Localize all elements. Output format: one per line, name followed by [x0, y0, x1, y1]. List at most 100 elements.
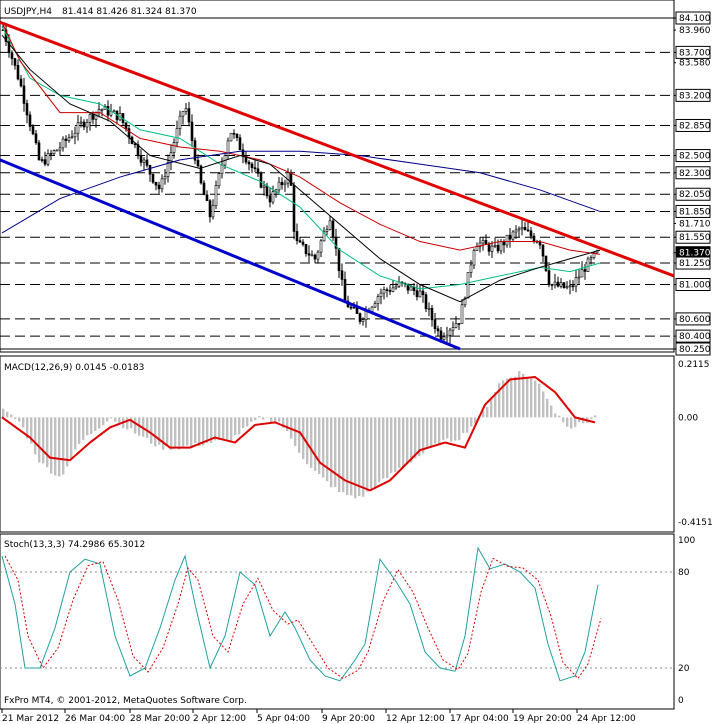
macd-hist-bar [94, 417, 97, 431]
trend-lines [0, 20, 675, 351]
candle-body [418, 290, 422, 298]
candle-body [238, 137, 242, 151]
support-trendline[interactable] [0, 158, 461, 351]
macd-hist-bar [242, 417, 245, 429]
candle-body [508, 234, 512, 240]
candle-body [133, 143, 137, 146]
macd-hist-bar [198, 417, 201, 447]
macd-hist-bar [78, 417, 81, 445]
macd-hist-bar [250, 417, 253, 422]
price-axis-label-9: 81.850 [679, 207, 711, 217]
candle-body [565, 286, 569, 289]
candle-body [562, 282, 566, 289]
macd-hist-bar [514, 376, 517, 418]
candle-body [358, 313, 362, 322]
macd-hist-bar [494, 391, 497, 418]
macd-hist-bar [510, 377, 513, 418]
macd-hist-bar [442, 417, 445, 441]
macd-signal-polyline [1, 375, 596, 492]
candle-body [556, 281, 560, 287]
macd-hist-bar [202, 417, 205, 446]
macd-hist-bar [342, 417, 345, 493]
candle-body [547, 270, 551, 285]
candle-body [28, 114, 32, 127]
price-axis-label-7: 82.300 [679, 169, 711, 179]
candle-body [250, 163, 254, 168]
candle-body [301, 241, 305, 245]
candle-body [262, 185, 266, 188]
candle-body [490, 245, 494, 252]
macd-hist-bar [534, 380, 537, 418]
candle-body [232, 132, 236, 135]
candle-body [529, 230, 533, 237]
stoch-axis-label-3: 0 [678, 696, 684, 706]
macd-hist-bar [262, 417, 265, 420]
macd-hist-bar [74, 417, 77, 450]
macd-hist-bar [570, 417, 573, 429]
macd-hist-bar [294, 417, 297, 447]
macd-hist-bar [470, 417, 473, 427]
macd-label: MACD(12,26,9) 0.0145 -0.0183 [4, 363, 144, 373]
candle-body [52, 150, 56, 154]
macd-hist-bar [358, 417, 361, 497]
macd-hist-bar [394, 417, 397, 472]
candle-body [199, 165, 203, 184]
stoch-label: Stoch(13,3,3) 74.2986 65.3012 [4, 540, 145, 550]
macd-hist-bar [162, 417, 165, 450]
candle-body [34, 133, 38, 144]
candle-body [196, 159, 200, 167]
macd-hist-bar [370, 417, 373, 490]
candle-body [265, 185, 269, 196]
candle-body [472, 250, 476, 266]
candle-body [19, 78, 23, 87]
copyright-text: FxPro MT4, © 2001-2012, MetaQuotes Softw… [4, 696, 247, 706]
macd-hist-bar [246, 417, 249, 427]
time-axis-label-1: 26 Mar 04:00 [65, 714, 125, 724]
main-pane-frame [0, 0, 675, 353]
macd-hist-bar [482, 410, 485, 418]
macd-hist-bar [430, 417, 433, 448]
candle-body [481, 240, 485, 244]
candle-body [49, 153, 53, 155]
candle-body [580, 269, 584, 278]
candle-body [427, 307, 431, 310]
candle-body [550, 284, 554, 286]
price-axis-label-13: 81.250 [679, 259, 711, 269]
candle-body [313, 254, 317, 260]
macd-hist-bar [354, 417, 357, 499]
macd-hist-bar [194, 417, 197, 443]
macd-hist-bar [182, 417, 185, 447]
macd-hist-bar [554, 413, 557, 418]
time-axis-label-7: 17 Apr 04:00 [450, 714, 509, 724]
candle-body [82, 121, 86, 128]
candle-body [502, 241, 506, 246]
candle-body [307, 253, 311, 256]
stoch-signal-line [4, 555, 602, 680]
macd-hist-bar [350, 417, 353, 496]
macd-hist-bar [218, 417, 221, 441]
macd-hist-bar [258, 415, 261, 418]
macd-hist-bar [106, 417, 109, 422]
candle-body [439, 330, 443, 340]
macd-hist-bar [506, 378, 509, 418]
resistance-trendline[interactable] [0, 20, 675, 278]
macd-hist-bar [154, 417, 157, 447]
candle-body [172, 142, 176, 153]
price-axis-label-14: 81.000 [679, 281, 711, 291]
macd-hist-bar [542, 391, 545, 418]
macd-hist-bar [438, 417, 441, 446]
candle-body [352, 306, 356, 309]
candle-body [10, 52, 14, 59]
candle-body [127, 128, 131, 138]
macd-hist-bar [34, 417, 37, 455]
candle-body [70, 136, 74, 139]
macd-hist-bar [414, 417, 417, 459]
macd-hist-bar [22, 417, 25, 428]
candle-body [76, 122, 80, 134]
candle-body [406, 283, 410, 291]
candle-body [553, 281, 557, 286]
macd-hist-bar [46, 417, 49, 468]
macd-hist-bar [466, 417, 469, 433]
